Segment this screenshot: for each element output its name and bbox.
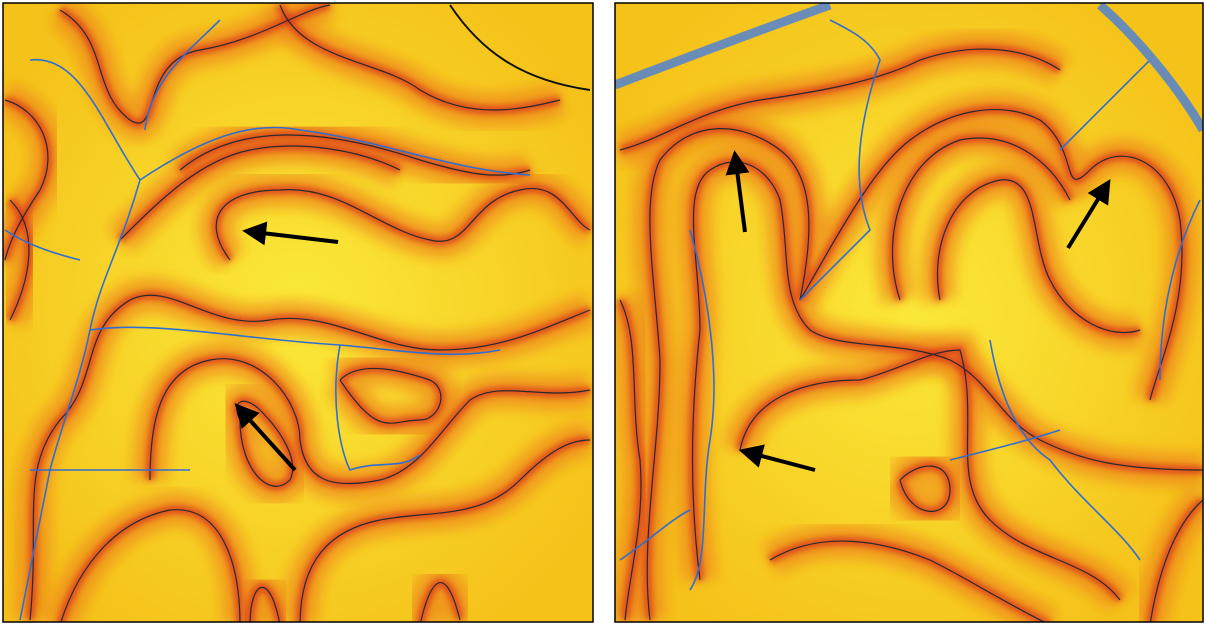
map-figure [0,0,1206,625]
left-map-panel [3,3,593,625]
page: (() => { const data = JSON.parse(documen… [0,0,1206,625]
right-map-panel [615,3,1203,625]
